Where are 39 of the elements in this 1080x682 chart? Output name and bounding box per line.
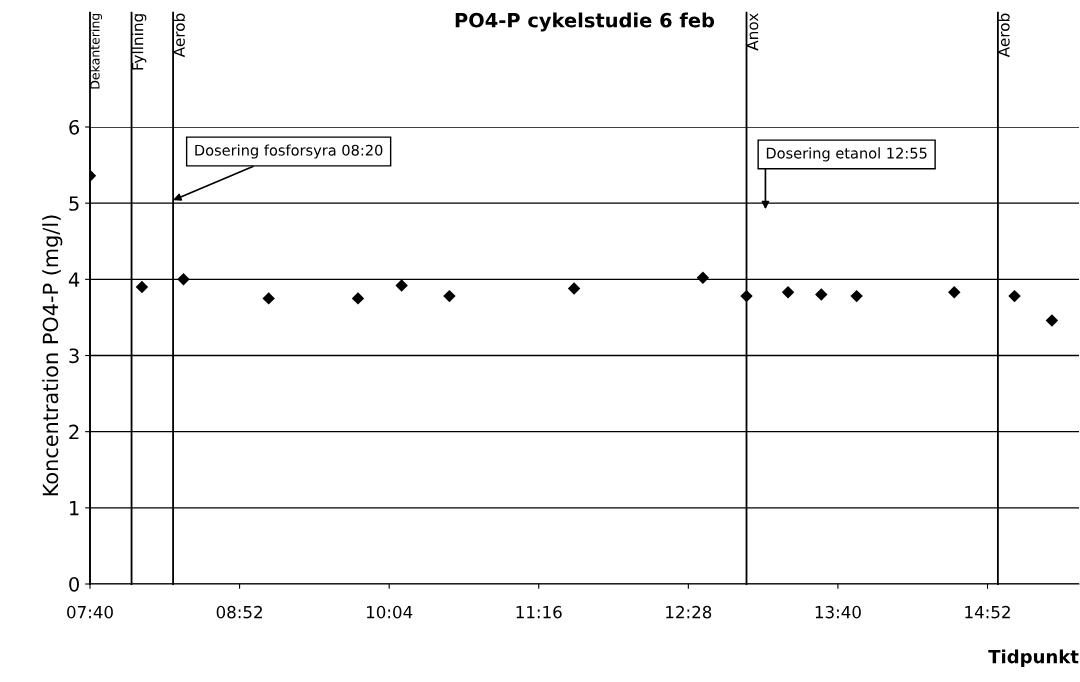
point [262, 292, 275, 305]
point [948, 286, 961, 299]
ref-line-label: Aerob [173, 13, 185, 58]
point [177, 273, 190, 286]
x-tick-label: 11:16 [516, 605, 562, 619]
x-tick-label: 14:52 [965, 605, 1010, 619]
x-axis-title: Tidpunkt [988, 649, 1079, 667]
point [1045, 314, 1059, 327]
point [850, 289, 863, 303]
point [395, 279, 408, 292]
point [443, 289, 456, 303]
ref-line-label: Anox [746, 13, 759, 51]
annotation: Dosering etanol 12:55 [766, 147, 927, 162]
x-tick-label: 12:28 [666, 605, 712, 619]
point [351, 292, 365, 305]
annotation: Dosering fosforsyra 08:20 [195, 144, 383, 159]
x-tick-label: 07:40 [67, 605, 113, 619]
y-tick-label: 4 [68, 272, 80, 287]
x-tick-label: 13:40 [815, 605, 861, 619]
y-tick-label: 1 [70, 501, 79, 516]
y-tick-label: 2 [69, 424, 79, 440]
point [1008, 289, 1021, 303]
chart-title: PO4-P cykelstudie 6 feb [455, 12, 715, 32]
point [781, 286, 795, 299]
y-tick-label: 0 [69, 576, 79, 592]
y-tick-label: 6 [69, 119, 80, 135]
x-tick-label: 08:52 [216, 605, 262, 619]
point [135, 280, 149, 294]
ref-line-label: Dekantering [90, 13, 103, 89]
point [696, 271, 710, 285]
point [815, 288, 828, 301]
x-tick-label: 10:04 [366, 605, 413, 619]
y-tick-label: 5 [69, 196, 79, 211]
point [567, 282, 581, 295]
ref-line-label: Fyllning [131, 14, 147, 70]
ref-line-label: Aerob [997, 13, 1010, 58]
y-axis-title: Koncentration PO4-P (mg/l) [42, 215, 63, 496]
y-tick-label: 3 [69, 348, 79, 364]
point [740, 289, 753, 303]
